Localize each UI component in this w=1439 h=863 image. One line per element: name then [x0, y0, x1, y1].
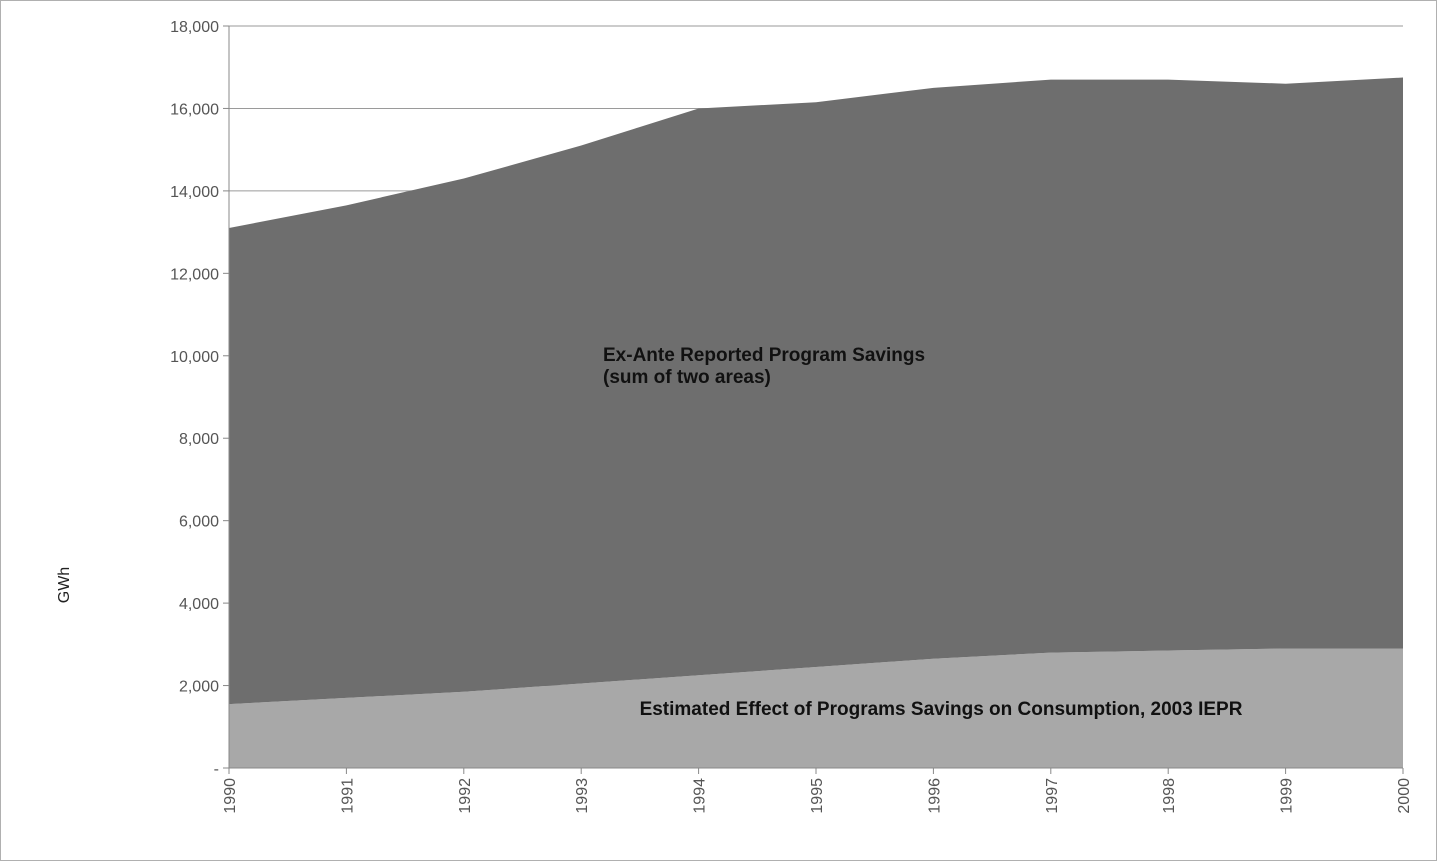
- x-tick-label: 1998: [1161, 778, 1178, 814]
- annotation-line: Estimated Effect of Programs Savings on …: [640, 699, 1243, 720]
- y-tick-label: 12,000: [170, 266, 219, 283]
- y-tick-label: 16,000: [170, 101, 219, 118]
- y-tick-label: -: [214, 761, 219, 778]
- y-tick-label: 2,000: [179, 679, 219, 696]
- x-tick-label: 1996: [926, 778, 943, 814]
- area-series: [229, 77, 1403, 768]
- y-axis-title: GWh: [56, 567, 73, 603]
- x-tick-label: 1997: [1044, 778, 1061, 814]
- x-tick-label: 1994: [692, 778, 709, 814]
- area-series-2: [229, 77, 1403, 705]
- y-tick-label: 8,000: [179, 431, 219, 448]
- y-tick-label: 10,000: [170, 349, 219, 366]
- axes: [223, 25, 1404, 774]
- x-tick-label: 1990: [222, 778, 239, 814]
- y-tick-label: 18,000: [170, 19, 219, 36]
- y-tick-label: 4,000: [179, 596, 219, 613]
- x-tick-label: 1991: [339, 778, 356, 814]
- annotation-line: (sum of two areas): [603, 367, 771, 388]
- annotation-line: Ex-Ante Reported Program Savings: [603, 345, 925, 366]
- tick-labels: - 2,000 4,000 6,000 8,000 10,000 12,000 14,000 1…: [170, 19, 1413, 814]
- y-tick-label: 14,000: [170, 184, 219, 201]
- x-tick-label: 2000: [1396, 778, 1413, 814]
- annotations: Ex-Ante Reported Program Savings(sum of …: [603, 345, 1243, 720]
- y-tick-label: 6,000: [179, 514, 219, 531]
- x-tick-label: 1993: [574, 778, 591, 814]
- x-tick-label: 1999: [1279, 778, 1296, 814]
- x-tick-label: 1992: [457, 778, 474, 814]
- x-tick-label: 1995: [809, 778, 826, 814]
- area-series-1: [229, 648, 1403, 768]
